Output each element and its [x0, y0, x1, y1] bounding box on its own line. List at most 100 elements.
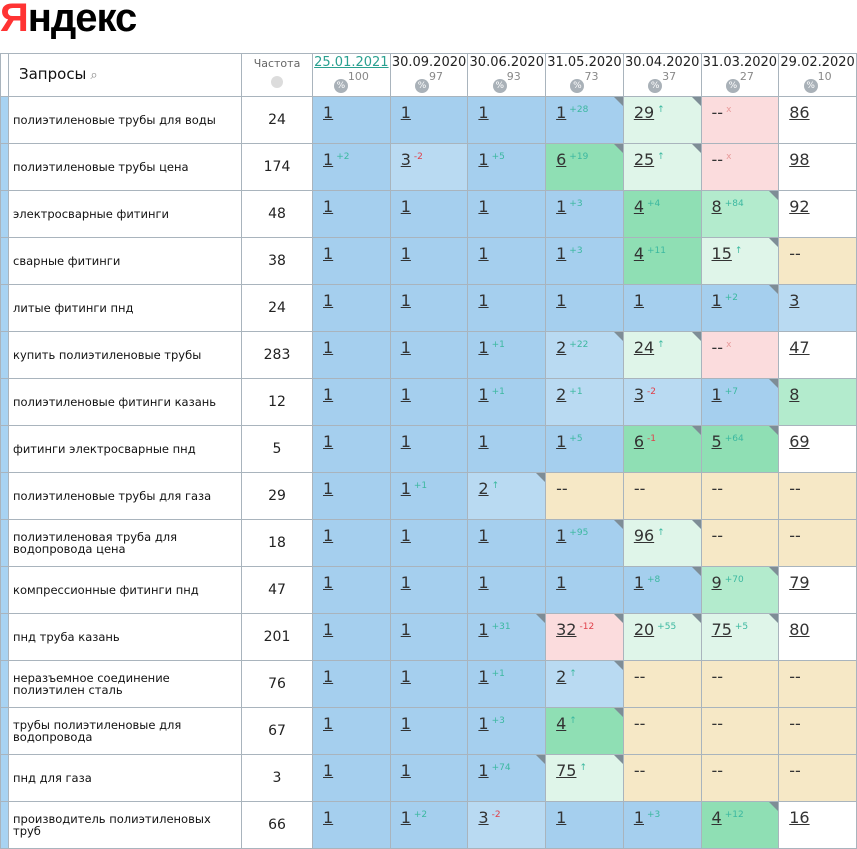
position-link[interactable]: 1: [556, 103, 567, 122]
date-label[interactable]: 30.09.2020: [391, 55, 467, 70]
position-link[interactable]: 1: [478, 573, 489, 592]
position-link[interactable]: 1: [556, 808, 567, 827]
position-link[interactable]: 1: [478, 291, 489, 310]
position-link[interactable]: 1: [633, 573, 644, 592]
date-label[interactable]: 29.02.2020: [780, 55, 855, 70]
position-link[interactable]: 5: [711, 432, 722, 451]
date-column-header[interactable]: 30.06.2020 %93: [467, 53, 547, 97]
position-link[interactable]: 25: [633, 150, 655, 169]
position-link[interactable]: 4: [633, 244, 644, 263]
date-column-header[interactable]: 25.01.2021 %100: [312, 53, 391, 97]
position-link[interactable]: 1: [400, 197, 411, 216]
position-link[interactable]: 6: [633, 432, 644, 451]
date-label[interactable]: 30.06.2020: [469, 55, 544, 70]
position-link[interactable]: 1: [556, 291, 567, 310]
position-link[interactable]: 1: [633, 808, 644, 827]
position-link[interactable]: 1: [323, 479, 334, 498]
position-link[interactable]: 15: [711, 244, 732, 263]
position-link[interactable]: 1: [400, 338, 411, 357]
position-link[interactable]: 4: [633, 197, 644, 216]
position-link[interactable]: 1: [478, 385, 489, 404]
position-link[interactable]: 79: [789, 573, 810, 592]
date-label[interactable]: 31.05.2020: [547, 55, 622, 70]
position-link[interactable]: 1: [400, 432, 411, 451]
position-link[interactable]: 1: [323, 338, 334, 357]
position-link[interactable]: 1: [323, 714, 334, 733]
position-link[interactable]: 9: [711, 573, 722, 592]
position-link[interactable]: 1: [323, 197, 334, 216]
position-link[interactable]: 1: [711, 385, 722, 404]
position-link[interactable]: 1: [323, 244, 334, 263]
position-link[interactable]: 75: [556, 761, 577, 780]
position-link[interactable]: 86: [789, 103, 810, 122]
position-link[interactable]: 1: [323, 432, 334, 451]
search-icon[interactable]: ⌕: [90, 68, 98, 83]
position-link[interactable]: 1: [323, 573, 334, 592]
position-link[interactable]: 3: [400, 150, 411, 169]
position-link[interactable]: 1: [478, 103, 489, 122]
position-link[interactable]: 69: [789, 432, 810, 451]
position-link[interactable]: 1: [323, 667, 334, 686]
position-link[interactable]: 1: [323, 620, 334, 639]
date-column-header[interactable]: 31.05.2020 %73: [545, 53, 624, 97]
position-link[interactable]: 8: [711, 197, 722, 216]
date-column-header[interactable]: 31.03.2020 %27: [700, 53, 780, 97]
position-link[interactable]: 8: [789, 385, 800, 404]
position-link[interactable]: 1: [478, 197, 489, 216]
position-link[interactable]: 80: [789, 620, 810, 639]
date-column-header[interactable]: 30.09.2020 %97: [389, 53, 469, 97]
position-link[interactable]: 92: [789, 197, 810, 216]
position-link[interactable]: 1: [556, 526, 567, 545]
position-link[interactable]: 1: [400, 526, 411, 545]
position-link[interactable]: 1: [711, 291, 722, 310]
position-link[interactable]: 4: [711, 808, 722, 827]
position-link[interactable]: 1: [400, 385, 411, 404]
position-link[interactable]: 1: [633, 291, 644, 310]
position-link[interactable]: 1: [323, 761, 334, 780]
position-link[interactable]: 2: [556, 385, 567, 404]
date-column-header[interactable]: 30.04.2020 %37: [622, 53, 702, 97]
position-link[interactable]: 1: [478, 620, 489, 639]
position-link[interactable]: 24: [633, 338, 655, 357]
position-link[interactable]: 6: [556, 150, 567, 169]
position-link[interactable]: 1: [400, 761, 411, 780]
position-link[interactable]: 1: [400, 667, 411, 686]
position-link[interactable]: 1: [400, 573, 411, 592]
position-link[interactable]: 2: [478, 479, 489, 498]
position-link[interactable]: 1: [400, 808, 411, 827]
position-link[interactable]: 3: [478, 808, 489, 827]
position-link[interactable]: 75: [711, 620, 732, 639]
position-link[interactable]: 2: [556, 338, 567, 357]
globe-icon[interactable]: [271, 76, 283, 88]
position-link[interactable]: 1: [478, 526, 489, 545]
position-link[interactable]: 1: [323, 385, 334, 404]
position-link[interactable]: 1: [400, 244, 411, 263]
position-link[interactable]: 1: [400, 620, 411, 639]
position-link[interactable]: 3: [633, 385, 644, 404]
position-link[interactable]: 1: [323, 526, 334, 545]
position-link[interactable]: 29: [633, 103, 655, 122]
position-link[interactable]: 3: [789, 291, 800, 310]
date-column-header[interactable]: 29.02.2020 %10: [778, 53, 857, 97]
position-link[interactable]: 1: [323, 150, 334, 169]
position-link[interactable]: 47: [789, 338, 810, 357]
date-label[interactable]: 30.04.2020: [624, 55, 700, 70]
position-link[interactable]: 1: [478, 761, 489, 780]
position-link[interactable]: 16: [789, 808, 810, 827]
date-label[interactable]: 31.03.2020: [702, 55, 778, 70]
position-link[interactable]: 98: [789, 150, 810, 169]
position-link[interactable]: 1: [400, 291, 411, 310]
position-link[interactable]: 96: [633, 526, 655, 545]
position-link[interactable]: 1: [323, 808, 334, 827]
position-link[interactable]: 20: [633, 620, 655, 639]
position-link[interactable]: 4: [556, 714, 567, 733]
date-label[interactable]: 25.01.2021: [314, 55, 389, 70]
position-link[interactable]: 1: [556, 244, 567, 263]
position-link[interactable]: 1: [478, 667, 489, 686]
position-link[interactable]: 1: [400, 479, 411, 498]
position-link[interactable]: 1: [478, 714, 489, 733]
position-link[interactable]: 1: [556, 573, 567, 592]
position-link[interactable]: 2: [556, 667, 567, 686]
position-link[interactable]: 1: [478, 244, 489, 263]
position-link[interactable]: 1: [478, 150, 489, 169]
